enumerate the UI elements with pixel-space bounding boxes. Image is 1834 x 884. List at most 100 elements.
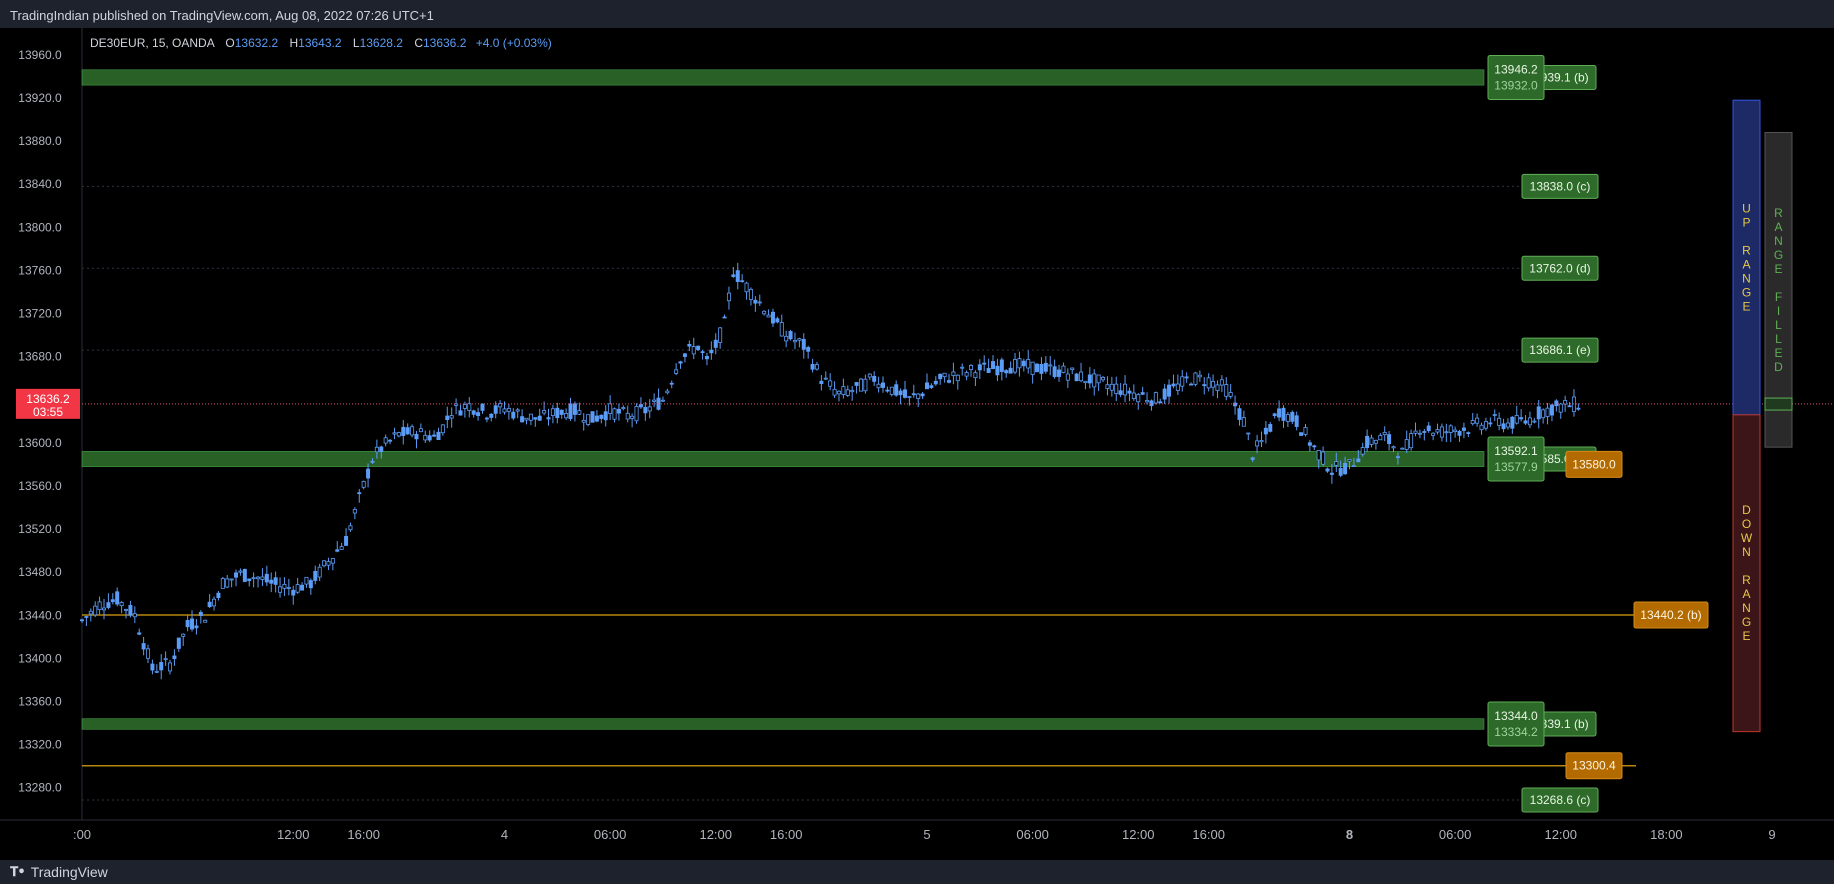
candle-body: [498, 403, 503, 408]
candle-body: [1369, 437, 1374, 445]
candle-body: [93, 605, 98, 616]
candle-body: [1123, 383, 1128, 396]
candle-body: [709, 349, 714, 354]
candle-body: [1395, 456, 1400, 459]
candle-body: [1180, 376, 1185, 387]
candle-body: [379, 446, 384, 453]
candle-body: [396, 432, 401, 437]
legend-close-label: C: [414, 36, 423, 50]
candle-body: [616, 408, 621, 414]
candle-body: [1351, 465, 1356, 467]
candle-body: [876, 383, 881, 389]
range-filled-letter: F: [1775, 290, 1782, 304]
price-chart[interactable]: 13960.0 13920.0 13880.0 13840.0 13800.0 13760…: [0, 28, 1834, 860]
candle-body: [361, 480, 366, 488]
candle-body: [344, 535, 349, 546]
candle-body: [894, 384, 899, 396]
x-tick-label: 16:00: [1192, 827, 1225, 842]
candle-body: [955, 374, 960, 382]
y-tick-label: 13600.0: [18, 436, 62, 450]
candle-body: [603, 411, 608, 421]
down-range-letter: G: [1742, 615, 1751, 629]
candle-body: [1334, 461, 1339, 466]
candle-body: [1083, 380, 1088, 384]
candle-body: [1039, 364, 1044, 374]
candle-body: [264, 573, 269, 583]
candle-body: [1549, 404, 1554, 416]
x-tick-label: 12:00: [1544, 827, 1577, 842]
candle-body: [951, 371, 956, 377]
tradingview-logo[interactable]: 𝐓• TradingView: [10, 860, 108, 884]
y-tick-label: 13440.0: [18, 608, 62, 622]
candle-body: [330, 558, 335, 564]
candle-body: [542, 410, 547, 414]
candle-body: [1030, 361, 1035, 375]
level-label-box: [1521, 173, 1599, 199]
up-range-letter: U: [1742, 202, 1751, 216]
candle-body: [880, 382, 885, 388]
candle-body: [594, 415, 599, 422]
candle-body: [731, 274, 736, 277]
candle-body: [1158, 401, 1163, 404]
candle-body: [269, 579, 274, 584]
candle-body: [383, 437, 388, 444]
candle-body: [1219, 379, 1224, 386]
candle-body: [172, 655, 177, 660]
candle-body: [832, 388, 837, 396]
candle-body: [357, 492, 362, 495]
candle-body: [854, 382, 859, 386]
candle-body: [132, 613, 137, 618]
support-resistance-zone: [81, 451, 1485, 467]
candle-body: [779, 322, 784, 337]
candle-body: [506, 408, 511, 412]
candle-body: [1527, 417, 1532, 426]
candle-body: [920, 393, 925, 397]
candle-body: [687, 344, 692, 347]
candle-body: [1105, 384, 1110, 389]
legend-symbol: DE30EUR, 15, OANDA: [90, 36, 215, 50]
up-range-letter: G: [1742, 286, 1751, 300]
zone-bottom-label: 13577.9: [1494, 460, 1538, 474]
candle-body: [726, 292, 731, 302]
zone-top-label: 13344.0: [1494, 709, 1538, 723]
chart-area[interactable]: 13960.0 13920.0 13880.0 13840.0 13800.0 13760…: [0, 28, 1834, 860]
candle-body: [1153, 392, 1158, 404]
candle-body: [973, 372, 978, 379]
candle-body: [106, 602, 111, 608]
candle-body: [1470, 420, 1475, 425]
orange-level-label-box: [1633, 601, 1709, 629]
candle-body: [925, 382, 930, 390]
candle-body: [999, 359, 1004, 372]
candle-body: [788, 331, 793, 340]
candle-body: [682, 353, 687, 357]
candle-body: [1215, 384, 1220, 392]
candle-body: [163, 658, 168, 661]
candle-body: [484, 417, 489, 420]
range-filled-letter: R: [1774, 206, 1783, 220]
candle-body: [590, 411, 595, 423]
candle-body: [1228, 392, 1233, 397]
candle-body: [212, 598, 217, 607]
candle-body: [608, 403, 613, 414]
candle-body: [1325, 468, 1330, 472]
candle-body: [1483, 421, 1488, 429]
candle-body: [282, 584, 287, 589]
candle-body: [1101, 377, 1106, 381]
candle-body: [1233, 402, 1238, 407]
zone-top-label: 13592.1: [1494, 444, 1538, 458]
candle-body: [1237, 408, 1242, 420]
down-range-letter: O: [1742, 517, 1751, 531]
candle-body: [238, 570, 243, 573]
candle-body: [1347, 459, 1352, 462]
candle-body: [1013, 359, 1018, 373]
candle-body: [1501, 423, 1506, 430]
range-filled-letter: G: [1774, 248, 1783, 262]
candle-body: [986, 367, 991, 373]
candle-body: [1281, 407, 1286, 421]
range-filled-box: [1764, 132, 1793, 448]
candle-body: [97, 601, 102, 611]
candle-body: [1497, 417, 1502, 426]
x-tick-label: 06:00: [594, 827, 627, 842]
candle-body: [612, 408, 617, 420]
candle-body: [489, 413, 494, 418]
